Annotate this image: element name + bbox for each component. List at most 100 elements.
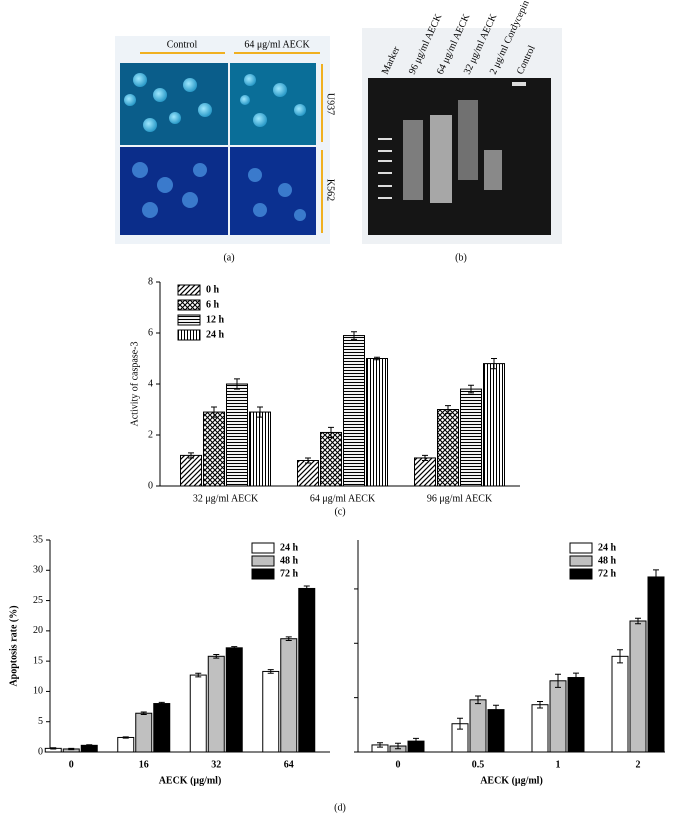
- legend-swatch: [569, 555, 593, 567]
- x-tick-label: 64: [284, 759, 294, 770]
- bar: [298, 587, 316, 753]
- error-bar: [653, 569, 659, 585]
- bar: [437, 409, 459, 487]
- error-bar: [140, 711, 147, 715]
- bar: [262, 670, 280, 753]
- bar: [487, 709, 505, 753]
- bar: [153, 703, 171, 753]
- legend-swatch: [569, 568, 593, 580]
- y-tick-label: 35: [33, 534, 43, 545]
- error-bar: [374, 356, 380, 361]
- y-tick-label: 0: [38, 746, 43, 757]
- x-tick-label: 1: [556, 759, 561, 770]
- panel-label: (a): [223, 252, 234, 263]
- row-label: U937: [325, 93, 336, 115]
- x-tick-label: 0: [69, 759, 74, 770]
- panel-label: (c): [334, 506, 345, 517]
- error-bar: [234, 378, 240, 390]
- bar: [414, 457, 436, 487]
- error-bar: [475, 695, 481, 705]
- bar: [280, 638, 298, 753]
- error-bar: [86, 744, 93, 747]
- legend-label: 72 h: [280, 568, 299, 579]
- smear: [403, 120, 423, 200]
- bar: [611, 655, 629, 753]
- error-bar: [257, 406, 263, 418]
- y-tick-label: 6: [148, 327, 153, 338]
- bar: [567, 677, 585, 753]
- bar: [483, 363, 505, 487]
- panel-a: Control 64 μg/ml AECK U937 K562 (a): [115, 36, 336, 263]
- ladder: [378, 138, 392, 199]
- x-axis-label: AECK (μg/ml): [480, 775, 543, 786]
- legend-label: 48 h: [280, 555, 299, 566]
- error-bar: [422, 454, 428, 461]
- bar: [469, 699, 487, 753]
- bar: [549, 680, 567, 753]
- error-bar: [188, 452, 194, 459]
- legend-swatch: [177, 329, 201, 341]
- legend-swatch: [177, 284, 201, 296]
- error-bar: [491, 358, 497, 370]
- bar: [226, 383, 248, 487]
- error-bar: [351, 331, 357, 340]
- bar: [343, 335, 365, 487]
- bar: [297, 460, 319, 487]
- error-bar: [231, 646, 238, 650]
- bar: [225, 647, 243, 753]
- legend-label: 24 h: [598, 542, 617, 553]
- panel-b: Marker 96 μg/ml AECK 64 μg/ml AECK 32 μg…: [362, 0, 562, 263]
- error-bar: [285, 636, 292, 642]
- legend-swatch: [177, 314, 201, 326]
- error-bar: [537, 700, 543, 709]
- x-tick-label: 64 μg/ml AECK: [310, 493, 376, 504]
- x-tick-label: 16: [139, 759, 149, 770]
- error-bar: [457, 717, 463, 730]
- y-tick-label: 2: [148, 429, 153, 440]
- y-tick-label: 5: [38, 716, 43, 727]
- bar: [207, 655, 225, 753]
- x-tick-label: 32 μg/ml AECK: [193, 493, 259, 504]
- error-bar: [413, 737, 419, 745]
- error-bar: [445, 405, 451, 414]
- y-axis-label: Apoptosis rate (%): [8, 605, 19, 686]
- panel-label: (d): [334, 802, 346, 813]
- row-label: K562: [325, 179, 336, 201]
- y-tick-label: 8: [148, 276, 153, 287]
- column-label: Control: [167, 39, 198, 50]
- bar: [647, 576, 665, 753]
- y-tick-label: 30: [33, 565, 43, 576]
- legend-swatch: [251, 555, 275, 567]
- legend-swatch: [569, 542, 593, 554]
- y-axis-label: Activity of caspase-3: [129, 342, 140, 427]
- error-bar: [213, 653, 220, 659]
- error-bar: [158, 701, 165, 706]
- error-bar: [573, 672, 579, 683]
- bar: [249, 411, 271, 487]
- error-bar: [555, 673, 561, 688]
- cells: [124, 73, 306, 221]
- legend-label: 48 h: [598, 555, 617, 566]
- column-label: 64 μg/ml AECK: [244, 39, 310, 50]
- y-tick-label: 20: [33, 625, 43, 636]
- legend-swatch: [177, 299, 201, 311]
- bar: [180, 454, 202, 487]
- error-bar: [635, 617, 641, 625]
- bar: [135, 712, 153, 753]
- y-tick-label: 25: [33, 595, 43, 606]
- bar: [203, 411, 225, 487]
- legend-label: 72 h: [598, 568, 617, 579]
- y-tick-label: 0: [148, 480, 153, 491]
- bar: [460, 388, 482, 487]
- bar: [117, 736, 135, 753]
- legend-swatch: [251, 542, 275, 554]
- error-bar: [122, 736, 129, 739]
- error-bar: [328, 426, 334, 439]
- legend-label: 6 h: [206, 299, 220, 310]
- bar: [629, 620, 647, 753]
- error-bar: [267, 669, 274, 674]
- panel-label: (b): [455, 252, 467, 263]
- x-tick-label: 0.5: [472, 759, 485, 770]
